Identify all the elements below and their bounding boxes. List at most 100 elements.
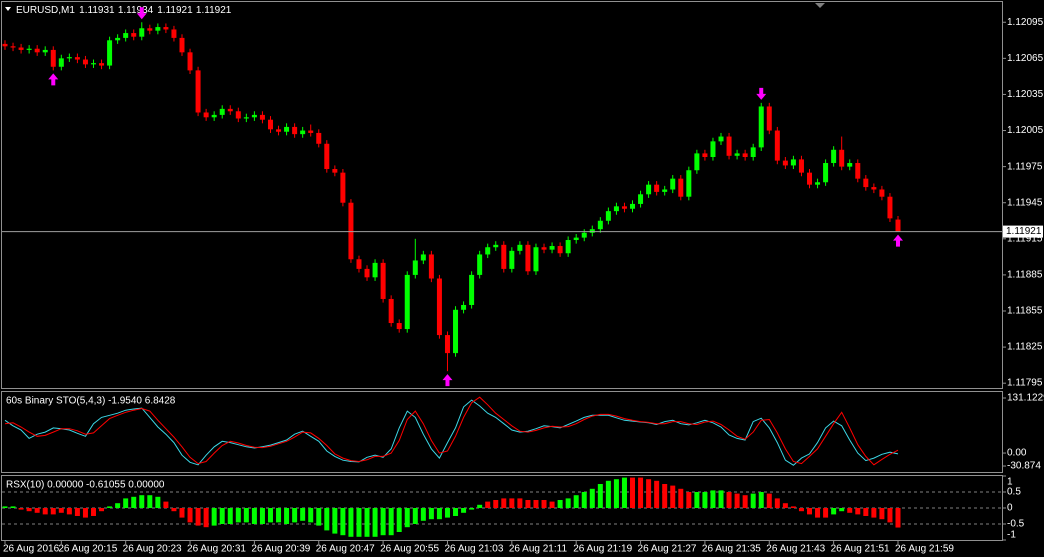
candle-body <box>308 130 314 133</box>
candle-body <box>831 149 837 164</box>
histogram-bar <box>630 477 636 508</box>
histogram-bar <box>461 508 467 513</box>
histogram-bar <box>219 508 225 524</box>
candle-body <box>34 48 40 53</box>
histogram-bar <box>670 485 676 508</box>
candle-body <box>742 153 748 157</box>
y-tick-label: 1.11795 <box>1007 378 1043 389</box>
candle-body <box>372 262 378 278</box>
histogram-bar <box>839 508 845 512</box>
histogram-bar <box>372 508 378 537</box>
histogram-bar <box>171 508 177 512</box>
candle-body <box>82 59 88 65</box>
candle-body <box>621 206 627 209</box>
candle-body <box>324 143 330 170</box>
histogram-bar <box>863 508 869 516</box>
header-close: 1.11921 <box>196 5 232 16</box>
candle-body <box>235 111 241 119</box>
histogram-bar <box>879 508 885 520</box>
histogram-bar <box>895 508 901 528</box>
signal-arrow <box>893 234 903 247</box>
candle-body <box>453 309 459 354</box>
histogram-bar <box>549 501 555 508</box>
histogram-bar <box>718 490 724 508</box>
candle-body <box>485 247 491 255</box>
histogram-bar <box>565 498 571 508</box>
histogram-bar <box>187 508 193 523</box>
histogram-bar <box>493 500 499 508</box>
histogram-bar <box>300 508 306 521</box>
candle-body <box>219 108 225 115</box>
histogram-bar <box>131 496 137 508</box>
histogram-bar <box>533 500 539 508</box>
candle-body <box>123 33 129 38</box>
candle-body <box>630 203 636 209</box>
y-tick-label: 1.12065 <box>1007 53 1044 64</box>
candle-body <box>533 247 539 272</box>
histogram-bar <box>871 508 877 518</box>
shift-marker <box>815 3 825 8</box>
histogram-bar <box>123 498 129 508</box>
histogram-bar <box>99 508 105 512</box>
histogram-bar <box>348 508 354 537</box>
histogram-bar <box>750 493 756 508</box>
candle-body <box>766 106 772 131</box>
oscillator-line <box>4 399 899 466</box>
main-panel-frame <box>1 1 1003 389</box>
histogram-bar <box>621 477 627 508</box>
candle-body <box>90 63 96 65</box>
x-tick-label: 26 Aug 21:27 <box>638 544 697 555</box>
y-tick-label: -30.874 <box>1007 461 1041 472</box>
y-tick-label: 0 <box>1007 503 1013 514</box>
candle-body <box>300 130 306 135</box>
candle-body <box>557 246 563 254</box>
candle-body <box>823 163 829 183</box>
candle-body <box>734 153 740 156</box>
candle-body <box>477 254 483 275</box>
header-high: 1.11934 <box>118 5 154 16</box>
candle-body <box>726 136 732 156</box>
candle-body <box>412 260 418 275</box>
candle-body <box>758 106 764 148</box>
candle-body <box>292 126 298 135</box>
histogram-bar <box>428 508 434 520</box>
candle-body <box>686 170 692 197</box>
histogram-bar <box>581 492 587 508</box>
candle-body <box>782 160 788 166</box>
histogram-bar <box>235 508 241 523</box>
y-tick-label: 1.12095 <box>1007 17 1044 28</box>
histogram-bar <box>557 500 563 508</box>
histogram-bar <box>807 508 813 515</box>
candle-body <box>702 153 708 157</box>
histogram-bar <box>404 508 410 528</box>
histogram-bar <box>686 492 692 508</box>
candle-body <box>517 244 523 251</box>
y-tick-label: -0.5 <box>1007 519 1025 530</box>
candle-body <box>26 48 32 50</box>
price-label-box <box>1003 225 1043 238</box>
candle-body <box>541 247 547 250</box>
histogram-bar <box>26 508 32 512</box>
candle-body <box>710 141 716 157</box>
histogram-bar <box>139 495 145 508</box>
candle-body <box>444 335 450 354</box>
histogram-bar <box>82 508 88 518</box>
histogram-bar <box>589 488 595 508</box>
histogram-bar <box>638 477 644 508</box>
candle-body <box>276 129 282 132</box>
candle-body <box>42 49 48 53</box>
histogram-bar <box>726 492 732 508</box>
histogram-bar <box>50 508 56 515</box>
histogram-bar <box>10 506 16 508</box>
candle-body <box>316 132 322 144</box>
candle-body <box>581 232 587 238</box>
candle-body <box>694 153 700 171</box>
candle-body <box>605 211 611 221</box>
candle-body <box>718 136 724 142</box>
candle-body <box>847 163 853 167</box>
candle-body <box>243 117 249 119</box>
oscillator-panel-frame <box>1 391 1003 473</box>
histogram-bar <box>340 508 346 536</box>
histogram-bar <box>388 508 394 536</box>
